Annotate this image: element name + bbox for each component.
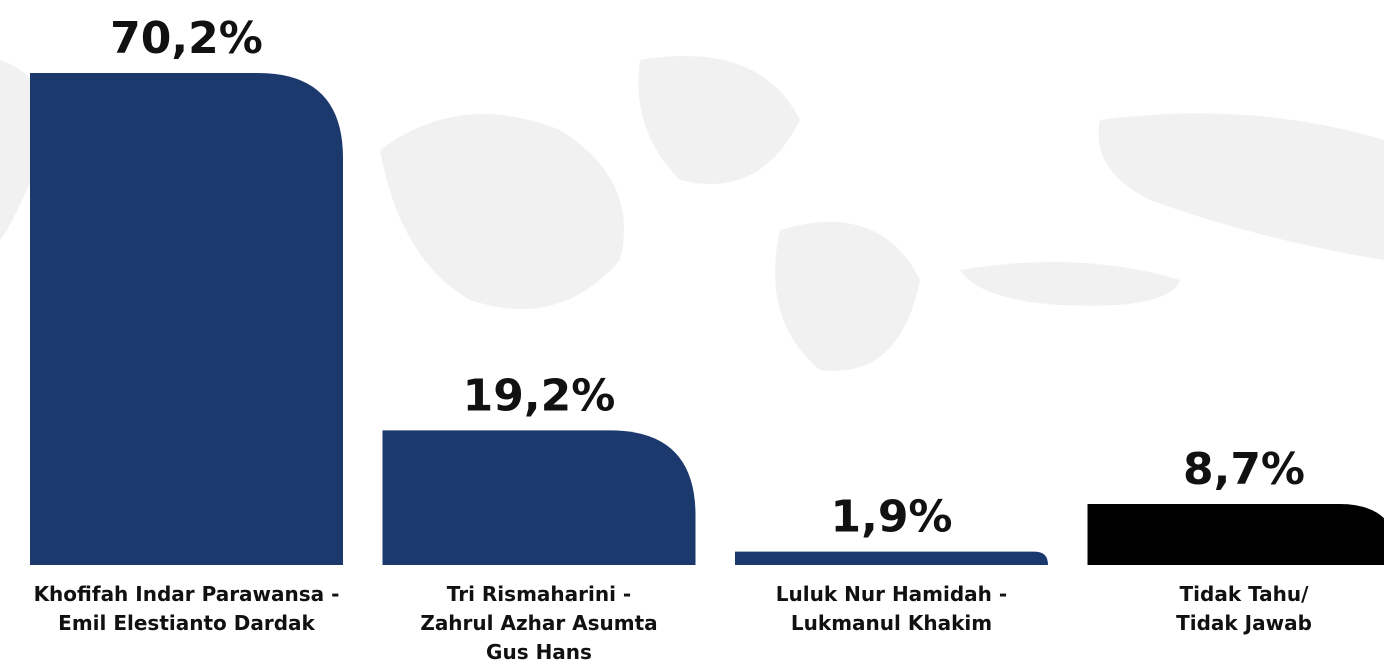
category-label: Tidak Tahu/ Tidak Jawab bbox=[1176, 582, 1312, 635]
background-map bbox=[0, 56, 1384, 371]
bar bbox=[30, 73, 343, 565]
category-label: Tri Rismaharini - Zahrul Azhar Asumta Gu… bbox=[420, 582, 658, 662]
value-label: 19,2% bbox=[463, 370, 616, 421]
value-label: 1,9% bbox=[830, 492, 952, 543]
value-label: 70,2% bbox=[110, 13, 263, 64]
bar bbox=[382, 430, 696, 565]
value-label: 8,7% bbox=[1183, 444, 1305, 495]
bar bbox=[735, 551, 1048, 565]
bar bbox=[1087, 504, 1384, 565]
category-label: Luluk Nur Hamidah - Lukmanul Khakim bbox=[775, 582, 1008, 635]
category-label: Khofifah Indar Parawansa - Emil Elestian… bbox=[33, 582, 340, 635]
